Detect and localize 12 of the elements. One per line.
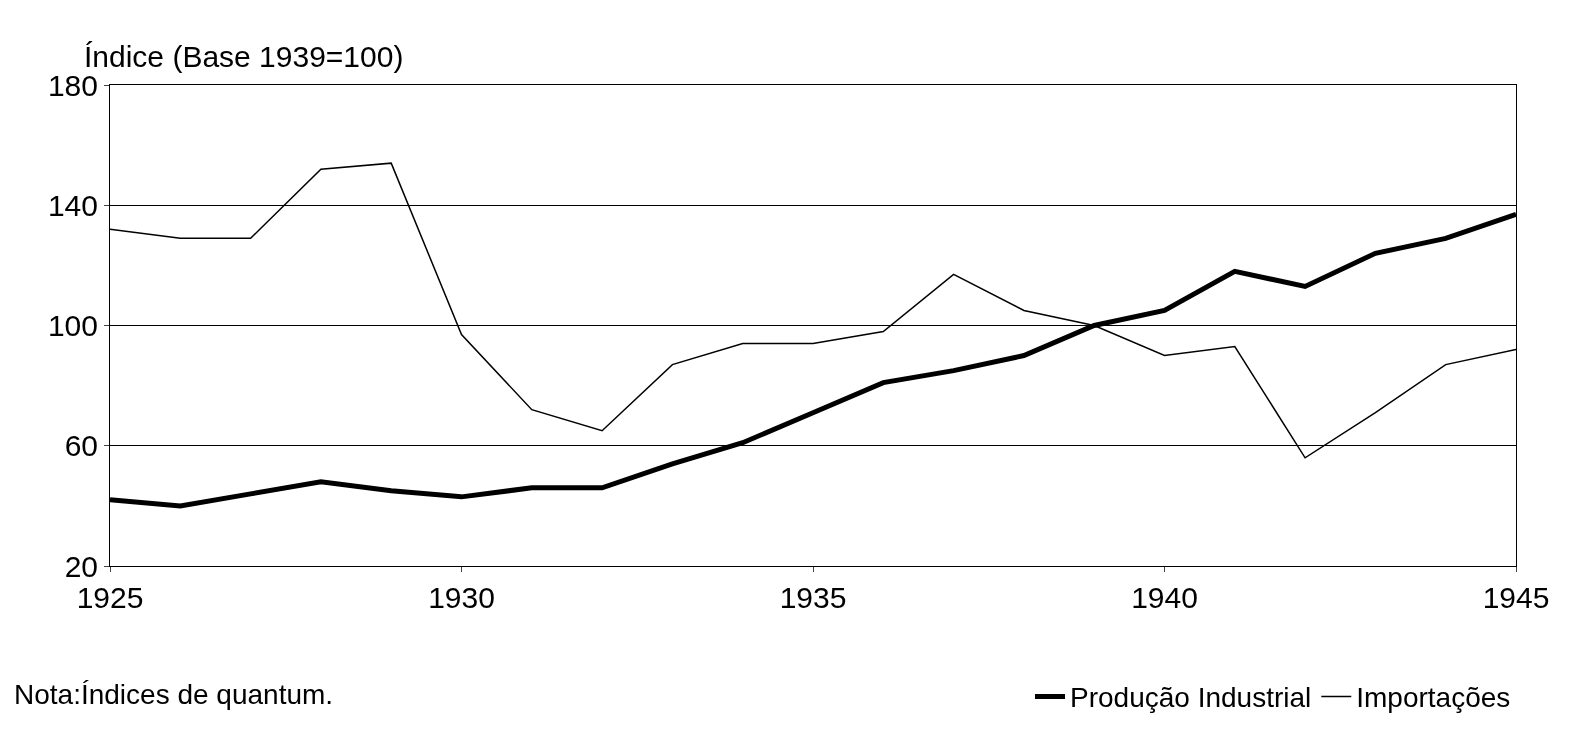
y-tick-label: 60 [64,429,98,463]
x-tick-label: 1925 [76,581,144,614]
x-tick-label: 1940 [1131,581,1198,614]
y-tick-label: 140 [47,188,98,222]
x-tick-label: 1935 [779,581,847,614]
text: Nota:Índices de quantum. [14,679,334,710]
y-tick-label: 20 [64,549,98,583]
x-tick-label: 1945 [1482,581,1550,614]
y-tick-label: 100 [47,309,98,342]
x-tick-label: 1930 [428,581,495,614]
legend-label: Importações [1356,682,1511,714]
legend-label: Produção Industrial [1070,682,1312,714]
